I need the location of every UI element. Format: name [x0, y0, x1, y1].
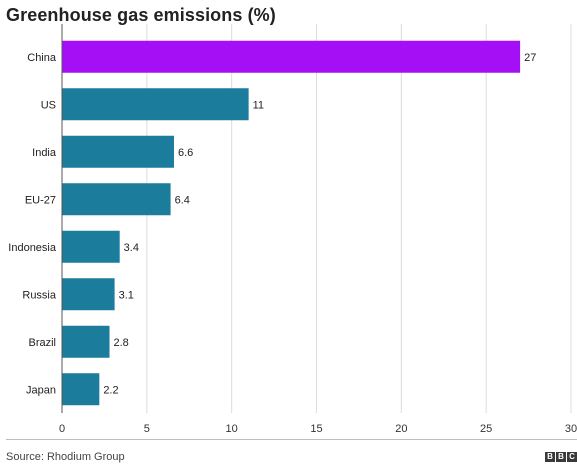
data-label: 3.1	[119, 289, 134, 301]
data-label: 6.4	[175, 194, 190, 206]
x-tick-label: 20	[395, 423, 407, 435]
data-label: 2.2	[103, 384, 118, 396]
logo-letter-b2: B	[556, 452, 566, 462]
x-tick-label: 25	[480, 423, 492, 435]
bar	[62, 40, 521, 73]
x-tick-label: 0	[59, 423, 65, 435]
bbc-logo: B B C	[545, 452, 577, 462]
category-label: Brazil	[28, 337, 56, 349]
bar	[62, 373, 100, 406]
bar	[62, 325, 110, 358]
source-note: Source: Rhodium Group	[6, 451, 125, 463]
x-tick-label: 30	[565, 423, 577, 435]
category-label: US	[41, 99, 56, 111]
data-label: 6.6	[178, 147, 193, 159]
x-tick-label: 15	[310, 423, 322, 435]
data-label: 11	[253, 99, 264, 111]
category-label: Japan	[26, 384, 56, 396]
x-tick-label: 10	[226, 423, 238, 435]
category-label: China	[27, 52, 57, 64]
category-label: EU-27	[25, 194, 56, 206]
data-label: 27	[524, 52, 536, 64]
bar	[62, 278, 115, 311]
footer-divider	[6, 439, 577, 440]
category-label: India	[32, 147, 57, 159]
bar	[62, 135, 174, 168]
data-label: 2.8	[114, 337, 129, 349]
category-label: Russia	[22, 289, 57, 301]
logo-letter-c: C	[567, 452, 577, 462]
category-label: Indonesia	[8, 242, 57, 254]
logo-letter-b1: B	[545, 452, 555, 462]
bar	[62, 183, 171, 216]
bar	[62, 88, 249, 121]
x-tick-label: 5	[144, 423, 150, 435]
data-label: 3.4	[124, 242, 139, 254]
chart-title: Greenhouse gas emissions (%)	[6, 5, 276, 25]
bar	[62, 230, 120, 263]
